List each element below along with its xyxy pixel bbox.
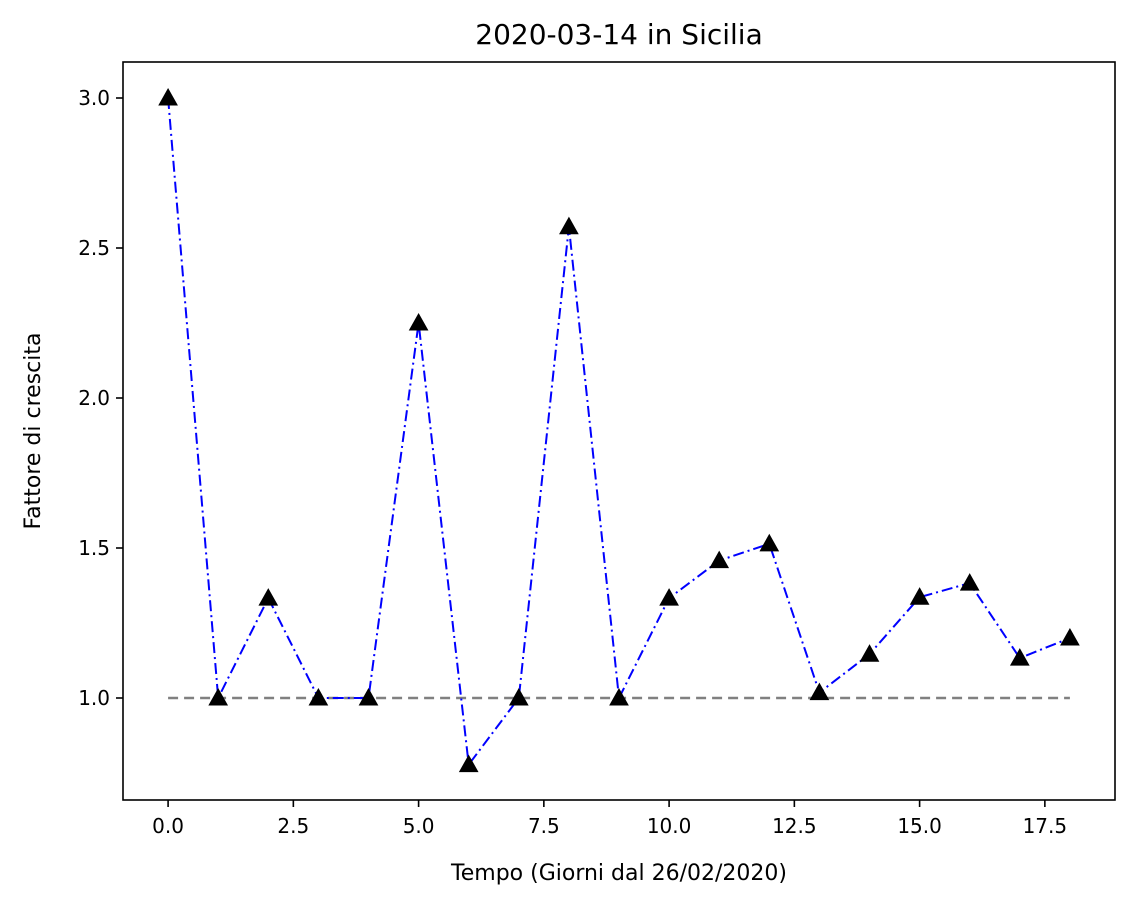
x-ticks: 0.0 2.5 5.0 7.5 10.0 12.5 15.0 17.5 [152,800,1067,838]
x-tick-label: 0.0 [152,814,184,838]
data-point-marker [158,87,178,106]
chart-title: 2020-03-14 in Sicilia [475,18,763,51]
y-axis-label: Fattore di crescita [21,333,46,530]
y-tick-label: 2.0 [78,386,110,410]
y-tick-label: 3.0 [78,86,110,110]
data-point-marker [208,687,229,706]
data-point-marker [609,687,629,706]
data-point-marker [408,312,429,331]
y-tick-label: 2.5 [78,236,110,260]
y-tick-label: 1.5 [78,536,110,560]
data-point-marker [559,216,579,235]
y-tick-label: 1.0 [78,686,110,710]
x-tick-label: 10.0 [647,814,692,838]
x-axis-label: Tempo (Giorni dal 26/02/2020) [450,861,787,886]
x-tick-label: 2.5 [277,814,309,838]
data-point-marker [508,687,529,706]
x-tick-label: 12.5 [772,814,817,838]
data-point-marker [809,682,830,701]
plot-frame [122,61,1116,801]
x-tick-label: 15.0 [897,814,942,838]
data-point-marker [458,754,479,773]
y-ticks: 1.0 1.5 2.0 2.5 3.0 [78,86,123,710]
data-point-marker [308,687,329,706]
data-point-marker [358,687,379,706]
data-point-marker [1060,627,1080,646]
data-point-marker [959,573,980,591]
data-point-marker [258,588,279,606]
data-point-marker [859,644,880,662]
data-point-marker [759,533,780,552]
x-tick-label: 5.0 [403,814,435,838]
data-point-marker [909,587,930,605]
data-point-marker [709,550,730,569]
data-point-marker [659,588,679,606]
plot-markers [158,87,1080,773]
x-tick-label: 7.5 [528,814,560,838]
data-point-marker [1009,648,1030,666]
x-tick-label: 17.5 [1023,814,1068,838]
